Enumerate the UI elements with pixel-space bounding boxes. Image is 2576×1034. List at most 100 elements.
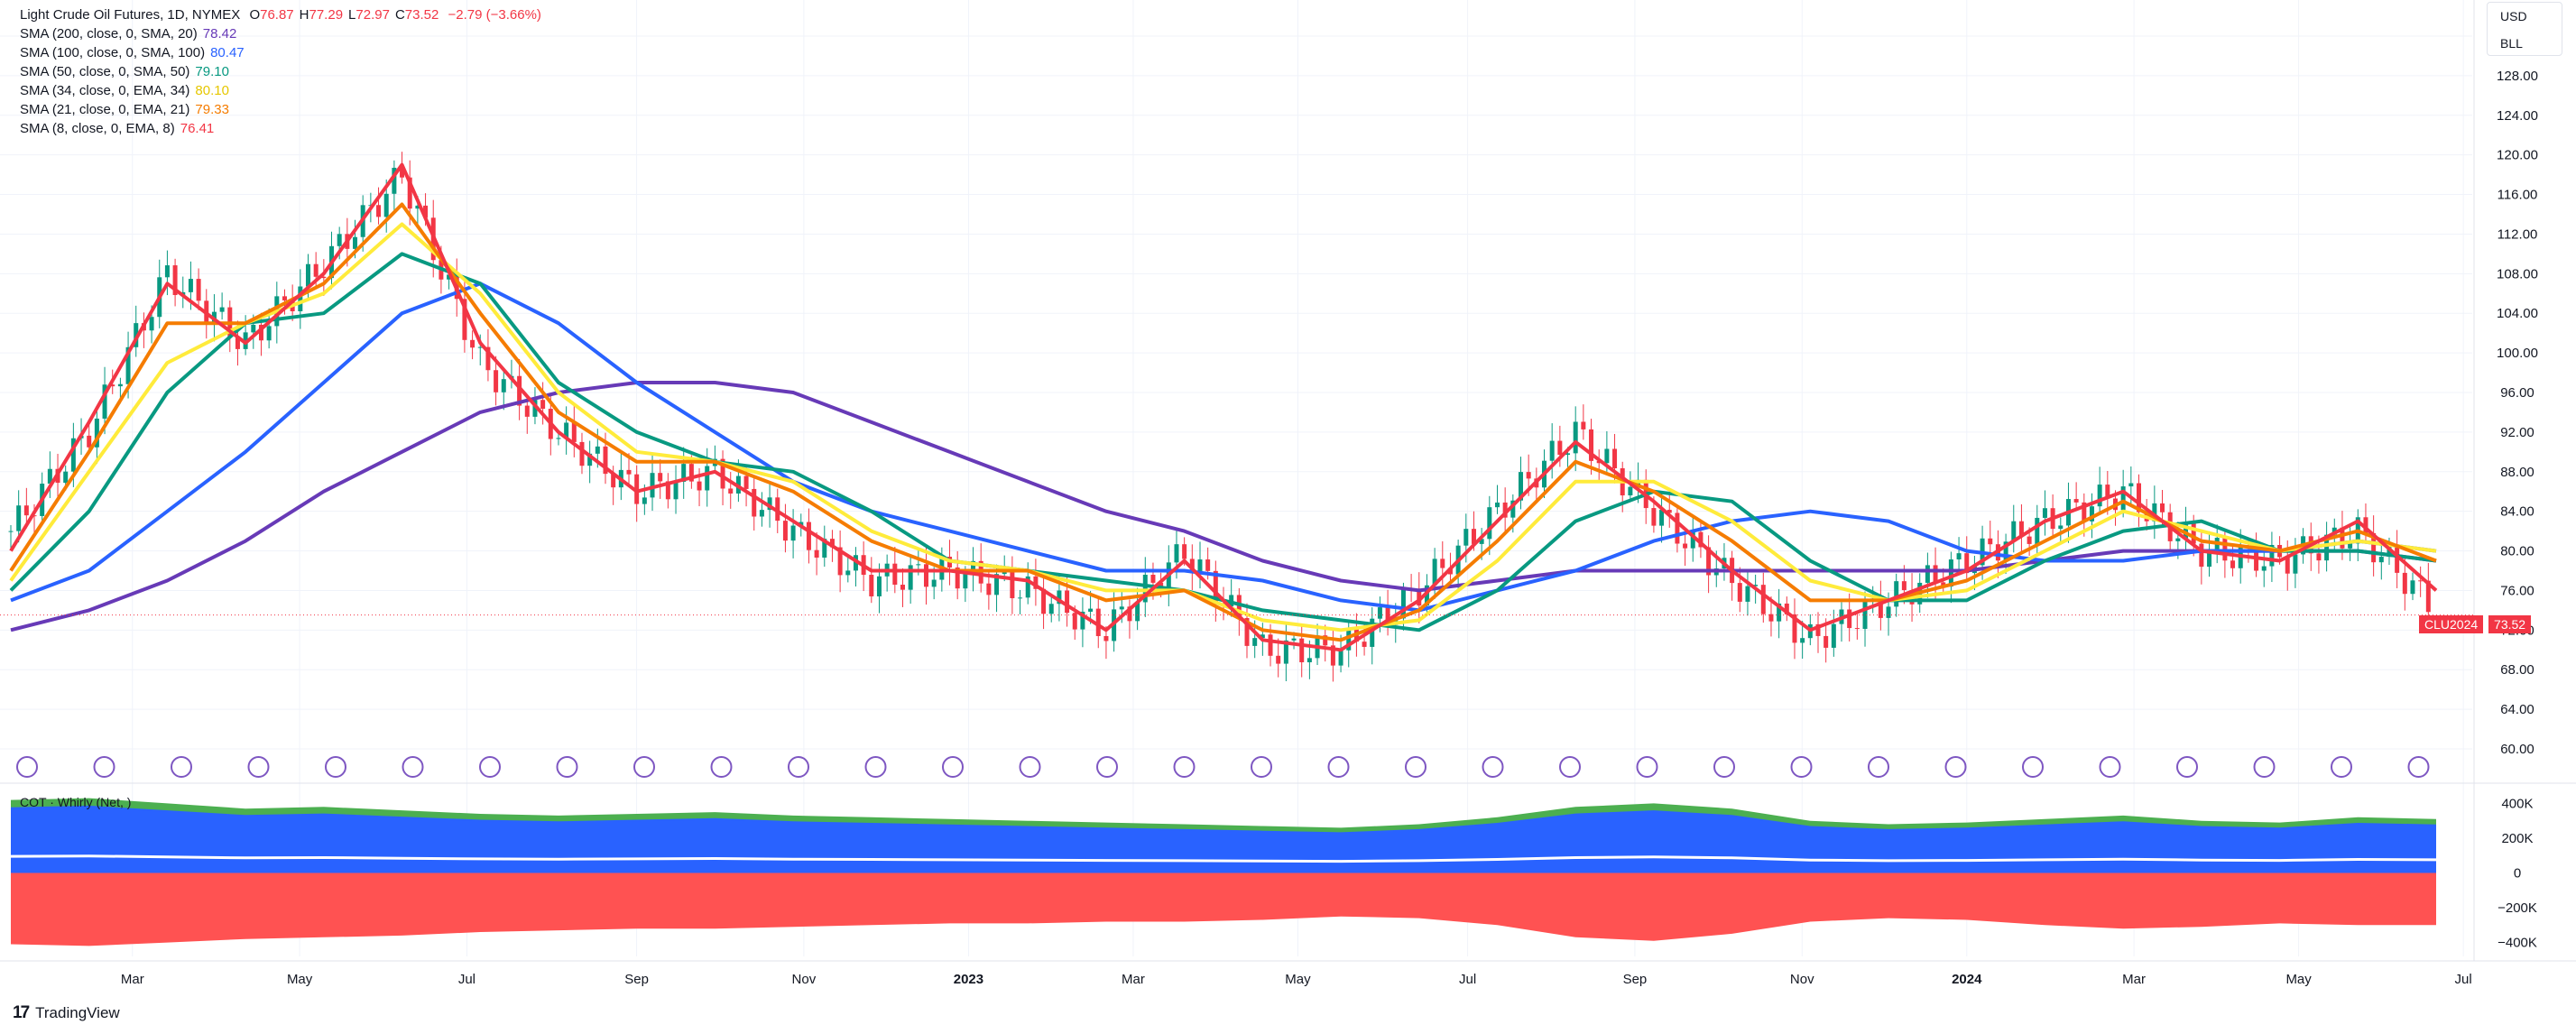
event-marker-icon[interactable]: [479, 756, 501, 778]
candle-body: [1268, 634, 1273, 656]
candle-body: [1862, 601, 1868, 629]
event-marker-icon[interactable]: [2253, 756, 2276, 778]
event-marker-icon[interactable]: [1944, 756, 1967, 778]
currency-sub: BLL: [2500, 36, 2523, 51]
event-marker-icon[interactable]: [1868, 756, 1889, 778]
indicator-row[interactable]: SMA (50, close, 0, SMA, 50) 79.10: [20, 62, 541, 81]
event-marker-icon[interactable]: [1713, 756, 1735, 778]
y-tick-label: 124.00: [2497, 108, 2538, 124]
candle-body: [822, 539, 827, 559]
ma-line-5[interactable]: [9, 162, 2438, 652]
candle-body: [2175, 538, 2181, 541]
indicator-row[interactable]: SMA (200, close, 0, SMA, 20) 78.42: [20, 24, 541, 43]
event-marker-icon[interactable]: [93, 756, 115, 778]
candle-body: [1760, 585, 1766, 614]
x-tick-label: Mar: [1122, 972, 1145, 987]
last-price-tag: CLU2024 73.52: [2419, 615, 2532, 633]
ohlc-value: 73.52: [404, 7, 439, 23]
event-marker-icon[interactable]: [2099, 756, 2121, 778]
event-marker-icon[interactable]: [1790, 756, 1813, 778]
y-tick-label: 128.00: [2497, 69, 2538, 84]
candle-body: [1370, 618, 1375, 647]
event-marker-icon[interactable]: [1405, 756, 1426, 778]
price-value: 73.52: [2488, 615, 2532, 633]
candle-body: [634, 474, 640, 504]
indicator-label: SMA (200, close, 0, SMA, 20): [20, 26, 198, 42]
event-marker-icon[interactable]: [325, 756, 346, 778]
candle-body: [2082, 502, 2087, 522]
candle-body: [556, 438, 561, 439]
tradingview-brand[interactable]: 17 TradingView: [13, 1003, 120, 1023]
candle-body: [1025, 576, 1030, 598]
event-marker-icon[interactable]: [16, 756, 38, 778]
x-tick-label: May: [287, 972, 313, 987]
event-marker-icon[interactable]: [171, 756, 192, 778]
ma-line-2[interactable]: [9, 252, 2437, 632]
candle-body: [1189, 559, 1195, 574]
event-marker-icon[interactable]: [864, 756, 887, 778]
event-marker-icon[interactable]: [1251, 756, 1272, 778]
event-marker-icon[interactable]: [710, 756, 733, 778]
candle-body: [2340, 527, 2345, 549]
indicator-row[interactable]: SMA (100, close, 0, SMA, 100) 80.47: [20, 43, 541, 62]
event-marker-icon[interactable]: [1559, 756, 1581, 778]
x-tick-label: Jul: [1459, 972, 1476, 987]
ohlc-value: 72.97: [355, 7, 390, 23]
candle-body: [2105, 485, 2110, 499]
event-marker-icon[interactable]: [633, 756, 655, 778]
event-marker-icon[interactable]: [1636, 756, 1658, 778]
event-marker-icon[interactable]: [556, 756, 578, 778]
event-marker-icon[interactable]: [1482, 756, 1504, 778]
candle-body: [1010, 572, 1015, 599]
candle-body: [1948, 559, 1953, 587]
candle-body: [752, 488, 757, 517]
currency-unit: USD: [2500, 9, 2527, 23]
candle-body: [1784, 603, 1789, 614]
candle-body: [1440, 559, 1445, 568]
event-marker-icon[interactable]: [1096, 756, 1118, 778]
candle-body: [1057, 590, 1062, 605]
y-tick-label: 76.00: [2500, 583, 2534, 598]
event-marker-icon[interactable]: [1019, 756, 1041, 778]
event-marker-icon[interactable]: [402, 756, 424, 778]
currency-selector[interactable]: USD BLL: [2487, 2, 2562, 56]
event-marker-icon[interactable]: [2331, 756, 2352, 778]
candle-body: [673, 481, 679, 500]
ohlc-values: O76.87 H77.29 L72.97 C73.52: [244, 7, 439, 23]
event-marker-icon[interactable]: [1327, 756, 1350, 778]
ma-line-1[interactable]: [10, 282, 2437, 613]
candle-body: [1557, 440, 1563, 456]
event-marker-icon[interactable]: [1173, 756, 1196, 778]
candle-body: [642, 497, 647, 504]
candle-body: [400, 167, 405, 178]
y-tick-label: 64.00: [2500, 702, 2534, 717]
event-marker-icon[interactable]: [788, 756, 809, 778]
candle-body: [2011, 521, 2017, 542]
candle-body: [102, 384, 107, 419]
event-marker-icon[interactable]: [2176, 756, 2198, 778]
event-marker-icon[interactable]: [247, 756, 270, 778]
candle-body: [767, 497, 772, 511]
candle-body: [485, 346, 491, 371]
candle-body: [407, 177, 412, 209]
ma-line-3[interactable]: [9, 222, 2437, 632]
candle-body: [1886, 606, 1891, 618]
candle-body: [728, 488, 734, 494]
event-marker-icon[interactable]: [942, 756, 964, 778]
indicator-row[interactable]: SMA (21, close, 0, EMA, 21) 79.33: [20, 100, 541, 119]
candle-body: [1299, 638, 1305, 663]
ohlc-key: C: [394, 7, 405, 23]
x-tick-label: Jul: [458, 972, 475, 987]
candle-body: [447, 274, 452, 280]
candle-body: [266, 326, 272, 341]
ma-line-0[interactable]: [10, 381, 2437, 632]
ma-line-4[interactable]: [9, 202, 2437, 642]
x-tick-label: May: [1285, 972, 1311, 987]
indicator-row[interactable]: SMA (8, close, 0, EMA, 8) 76.41: [20, 119, 541, 138]
indicator-row[interactable]: SMA (34, close, 0, EMA, 34) 80.10: [20, 81, 541, 100]
event-marker-icon[interactable]: [2407, 756, 2430, 778]
event-marker-icon[interactable]: [2022, 756, 2044, 778]
candle-body: [1753, 585, 1759, 586]
candle-body: [845, 570, 851, 576]
